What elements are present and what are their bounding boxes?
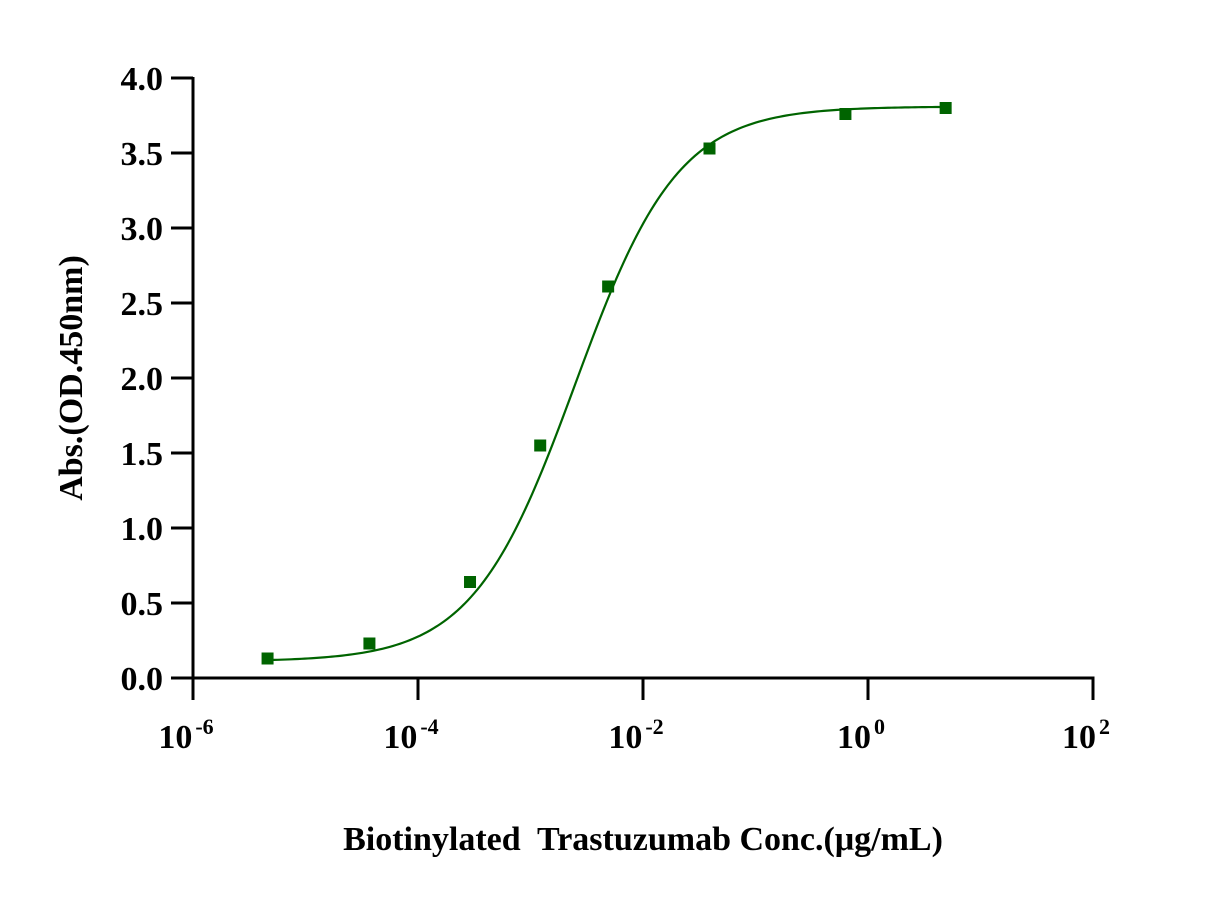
- y-tick-label: 0.5: [121, 586, 164, 623]
- data-point: [939, 102, 952, 114]
- x-tick-label: 10 -4: [383, 714, 438, 756]
- data-point: [839, 108, 852, 120]
- data-point: [534, 439, 547, 452]
- data-point: [261, 652, 274, 665]
- x-tick-label: 10 0: [837, 714, 885, 756]
- x-axis-title: Biotinylated Trastuzumab Conc.(μg/mL): [343, 821, 943, 858]
- data-point: [464, 576, 477, 588]
- x-tick-label: 10 2: [1062, 714, 1110, 756]
- x-tick-label: 10 -2: [608, 714, 663, 756]
- data-point: [363, 637, 376, 650]
- data-point: [602, 280, 615, 293]
- data-point: [703, 142, 716, 155]
- y-tick-label: 4.0: [121, 61, 164, 98]
- y-tick-label: 0.0: [121, 661, 164, 698]
- y-tick-label: 2.0: [121, 361, 164, 398]
- y-axis-title: Abs.(OD.450nm): [53, 255, 90, 501]
- y-tick-label: 2.5: [121, 286, 164, 323]
- labels-layer: 0.0 0.5 1.0 1.5 2.0 2.5 3.0 3.5 4.0 10 -6 10 -4 10 -2 1…: [53, 61, 1110, 858]
- y-tick-label: 3.0: [121, 211, 164, 248]
- x-tick-label: 10 -6: [158, 714, 213, 756]
- fit-curve: [267, 105, 946, 662]
- fit-curve-layer: [267, 105, 946, 662]
- data-points-layer: [261, 102, 952, 665]
- y-tick-label: 3.5: [121, 136, 164, 173]
- y-tick-label: 1.5: [121, 436, 164, 473]
- axes: [171, 76, 1095, 700]
- y-tick-label: 1.0: [121, 511, 164, 548]
